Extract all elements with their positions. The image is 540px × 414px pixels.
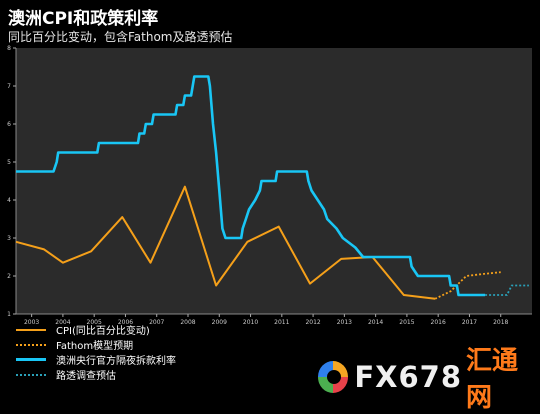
chart-title: 澳洲CPI和政策利率 xyxy=(8,9,159,29)
legend-swatch-cash-rate xyxy=(16,358,46,361)
y-tick-label: 4 xyxy=(7,197,11,204)
fathom-forecast-line xyxy=(434,271,501,300)
legend-swatch-reuters xyxy=(16,373,46,376)
y-tick-label: 2 xyxy=(7,273,11,280)
x-tick-label: 2008 xyxy=(180,319,195,326)
x-tick-label: 2012 xyxy=(305,319,320,326)
x-tick-label: 2005 xyxy=(87,319,102,326)
fx678-logo-icon xyxy=(318,361,349,393)
x-tick-label: 2006 xyxy=(118,319,133,326)
chart-subtitle: 同比百分比变动，包含Fathom及路透预估 xyxy=(8,30,233,44)
legend-item-reuters: 路透调查预估 xyxy=(16,367,176,382)
x-tick-label: 2009 xyxy=(212,319,227,326)
legend-item-cash-rate: 澳洲央行官方隔夜拆款利率 xyxy=(16,352,176,367)
y-tick-label: 1 xyxy=(7,311,11,318)
x-tick-label: 2013 xyxy=(337,319,352,326)
x-tick-label: 2015 xyxy=(399,319,414,326)
x-tick-label: 2003 xyxy=(24,319,39,326)
legend-item-fathom: Fathom模型预期 xyxy=(16,337,176,352)
x-tick-label: 2010 xyxy=(243,319,258,326)
y-tick-label: 8 xyxy=(7,45,11,52)
x-tick-label: 2007 xyxy=(149,319,164,326)
brand-cn-name: 汇通网 xyxy=(466,346,519,413)
legend-swatch-fathom xyxy=(16,343,46,346)
series-group xyxy=(15,75,529,300)
y-tick-label: 7 xyxy=(7,83,11,90)
line-chart: 1 2 3 4 5 6 7 8 2003 2004 2005 2006 2007 2008 2009 2010… xyxy=(7,45,532,326)
legend-label-cash-rate: 澳洲央行官方隔夜拆款利率 xyxy=(56,356,176,367)
y-tick-label: 6 xyxy=(7,121,11,128)
y-tick-label: 3 xyxy=(7,235,11,242)
x-tick-label: 2004 xyxy=(55,319,70,326)
x-tick-label: 2011 xyxy=(274,319,289,326)
x-tick-label: 2016 xyxy=(431,319,446,326)
brand-name: FX678 xyxy=(354,360,463,394)
x-tick-label: 2018 xyxy=(493,319,508,326)
x-tick-label: 2017 xyxy=(462,319,477,326)
cash-rate-line xyxy=(16,75,486,297)
chart-legend: CPI(同比百分比变动) Fathom模型预期 澳洲央行官方隔夜拆款利率 路透调… xyxy=(16,322,176,382)
brand-watermark: FX678 汇通网 xyxy=(318,340,540,414)
axes: 1 2 3 4 5 6 7 8 2003 2004 2005 2006 2007 2008 2009 2010… xyxy=(7,45,532,326)
y-tick-label: 5 xyxy=(7,159,11,166)
legend-swatch-cpi xyxy=(16,328,46,331)
legend-label-cpi: CPI(同比百分比变动) xyxy=(56,326,150,337)
legend-label-fathom: Fathom模型预期 xyxy=(56,341,134,352)
x-tick-label: 2014 xyxy=(368,319,383,326)
reuters-forecast-line xyxy=(485,284,529,296)
legend-item-cpi: CPI(同比百分比变动) xyxy=(16,322,176,337)
legend-label-reuters: 路透调查预估 xyxy=(56,371,116,382)
